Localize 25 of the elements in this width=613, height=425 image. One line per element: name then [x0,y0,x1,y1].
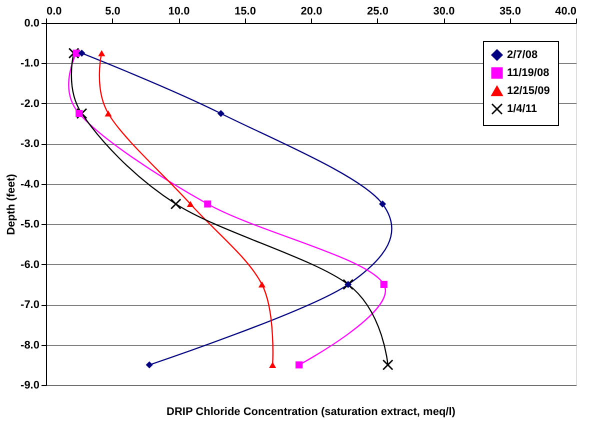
x-tick-label: 5.0 [105,6,120,18]
y-tick-label: -1.0 [20,58,40,70]
x-axis-title: DRIP Chloride Concentration (saturation extract, meq/l) [166,406,456,418]
y-tick-label: -3.0 [20,138,40,150]
y-tick-label: -5.0 [20,218,40,231]
x-tick-label: 30.0 [433,6,455,18]
y-axis-title: Depth (feet) [6,174,18,236]
x-tick-label: 10.0 [168,6,190,18]
legend-label: 11/19/08 [507,67,550,79]
y-tick-label: -8.0 [20,339,40,352]
legend-label: 2/7/08 [507,49,538,61]
y-tick-label: -9.0 [20,380,40,392]
y-tick-label: -2.0 [20,98,40,110]
x-tick-label: 15.0 [234,6,256,18]
legend-label: 1/4/11 [507,103,537,115]
y-tick-label: -4.0 [20,178,40,190]
x-tick-label: 35.0 [500,6,521,18]
x-tick-label: 25.0 [367,6,388,18]
x-tick-label: 20.0 [300,6,322,18]
x-tick-label: 0.0 [46,6,62,18]
y-tick-label: -6.0 [20,258,40,271]
y-tick-label: 0.0 [24,18,40,30]
x-tick-label: 40.0 [555,6,576,18]
legend-label: 12/15/09 [507,85,550,97]
y-tick-label: -7.0 [20,299,40,312]
